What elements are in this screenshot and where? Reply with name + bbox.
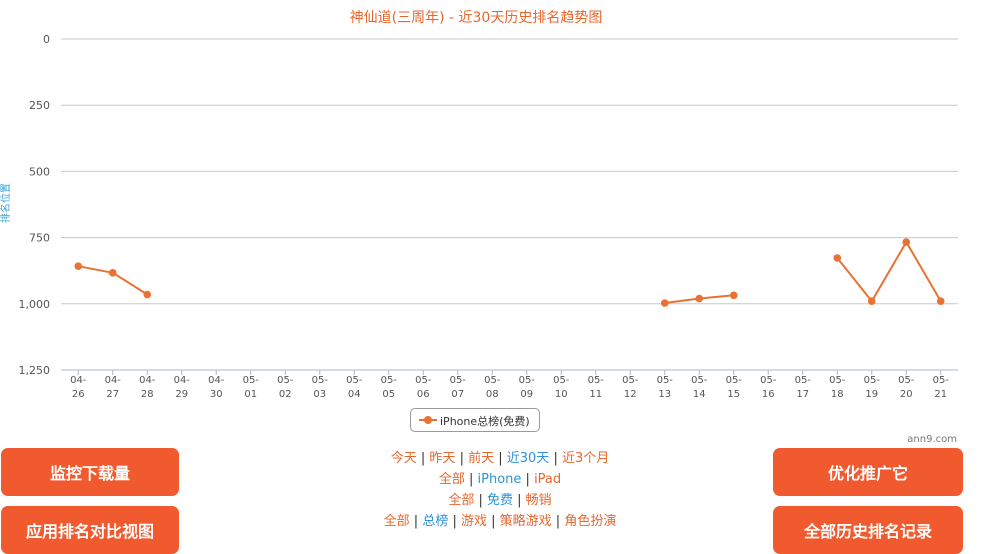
data-point[interactable]	[833, 254, 842, 262]
data-point[interactable]	[108, 269, 117, 277]
x-tick-label: 05-16	[760, 375, 777, 400]
link-separator: |	[474, 493, 487, 508]
category-link[interactable]: 全部	[383, 514, 410, 529]
legend-series-marker	[419, 416, 437, 424]
time-range-link[interactable]: 近30天	[506, 451, 550, 466]
x-tick-label: 05-05	[381, 375, 398, 400]
device-link[interactable]: 全部	[438, 472, 465, 487]
data-point[interactable]	[695, 294, 704, 303]
x-tick-label: 04-27	[105, 375, 122, 400]
x-tick-label: 04-29	[174, 375, 191, 400]
x-tick-label: 05-15	[726, 375, 743, 400]
link-separator: |	[521, 472, 535, 487]
link-separator: |	[549, 451, 562, 466]
x-tick-label: 05-12	[622, 375, 639, 400]
x-axis-ticks: 04-26 04-27 04-28 04-29 04-30 05-01 05-02 05-03…	[70, 370, 949, 400]
price-type-links: 全部 | 免费 | 畅销	[300, 490, 700, 511]
data-point[interactable]	[660, 299, 669, 307]
x-tick-label: 05-21	[933, 375, 950, 400]
chart-grid	[61, 38, 958, 371]
data-point[interactable]	[936, 297, 945, 305]
x-tick-label: 05-14	[691, 375, 708, 400]
x-tick-label: 05-20	[898, 375, 915, 400]
x-tick-label: 05-08	[484, 375, 501, 400]
time-range-link[interactable]: 今天	[390, 451, 417, 466]
ranking-trend-chart: 神仙道(三周年) - 近30天历史排名趋势图 0 250 500 750 1,000 1,…	[0, 10, 958, 445]
device-link[interactable]: iPhone	[477, 472, 522, 487]
x-tick-label: 05-04	[346, 375, 363, 400]
category-link[interactable]: 角色扮演	[564, 514, 617, 529]
link-separator: |	[487, 514, 500, 529]
legend-series-label: iPhone总榜(免费)	[440, 415, 530, 428]
x-tick-label: 05-03	[312, 375, 329, 400]
x-tick-label: 05-11	[588, 375, 605, 400]
x-tick-label: 05-07	[450, 375, 467, 400]
y-axis-ticks: 0 250 500 750 1,000 1,250	[19, 33, 51, 377]
chart-credit[interactable]: ann9.com	[907, 434, 957, 445]
category-links: 全部 | 总榜 | 游戏 | 策略游戏 | 角色扮演	[300, 511, 700, 532]
optimize-promote-button[interactable]: 优化推广它	[773, 448, 963, 496]
y-tick-label: 250	[29, 99, 50, 112]
rank-compare-view-button[interactable]: 应用排名对比视图	[1, 506, 179, 554]
x-tick-label: 05-19	[864, 375, 881, 400]
link-separator: |	[513, 493, 526, 508]
x-tick-label: 05-09	[519, 375, 536, 400]
link-separator: |	[551, 514, 565, 529]
x-tick-label: 05-06	[415, 375, 432, 400]
y-tick-label: 0	[43, 33, 50, 46]
data-point[interactable]	[74, 262, 83, 270]
device-links: 全部 | iPhone | iPad	[300, 469, 700, 490]
y-tick-label: 750	[29, 232, 50, 245]
y-axis-label: 排名位置	[0, 183, 12, 223]
category-link[interactable]: 策略游戏	[499, 514, 552, 529]
series-lines	[78, 241, 942, 304]
data-point[interactable]	[729, 291, 738, 300]
category-link[interactable]: 游戏	[460, 514, 487, 529]
series-line-segment	[836, 241, 942, 303]
all-rank-history-button[interactable]: 全部历史排名记录	[773, 506, 963, 554]
monitor-downloads-button[interactable]: 监控下载量	[1, 448, 179, 496]
filter-links: 今天 | 昨天 | 前天 | 近30天 | 近3个月 全部 | iPhone |…	[300, 448, 700, 532]
x-tick-label: 05-01	[243, 375, 260, 400]
link-separator: |	[494, 451, 507, 466]
chart-title: 神仙道(三周年) - 近30天历史排名趋势图	[350, 10, 603, 26]
link-separator: |	[448, 514, 461, 529]
price-type-link[interactable]: 畅销	[525, 493, 552, 508]
y-tick-label: 500	[29, 165, 50, 178]
price-type-link[interactable]: 免费	[486, 493, 513, 508]
device-link[interactable]: iPad	[534, 472, 562, 487]
link-separator: |	[416, 451, 430, 466]
y-tick-label: 1,250	[19, 364, 51, 377]
link-separator: |	[409, 514, 423, 529]
x-tick-label: 05-13	[657, 375, 674, 400]
x-tick-label: 04-30	[208, 375, 225, 400]
chart-legend[interactable]: iPhone总榜(免费)	[410, 408, 540, 432]
time-range-link[interactable]: 近3个月	[561, 451, 610, 466]
time-range-link[interactable]: 前天	[468, 451, 495, 466]
data-point[interactable]	[143, 290, 152, 299]
x-tick-label: 04-28	[139, 375, 156, 400]
x-tick-label: 05-17	[795, 375, 812, 400]
data-point[interactable]	[867, 297, 876, 305]
time-range-link[interactable]: 昨天	[429, 451, 456, 466]
time-range-links: 今天 | 昨天 | 前天 | 近30天 | 近3个月	[300, 448, 700, 469]
price-type-link[interactable]: 全部	[448, 493, 475, 508]
x-tick-label: 05-10	[553, 375, 570, 400]
x-tick-label: 05-18	[829, 375, 846, 400]
y-tick-label: 1,000	[19, 298, 51, 311]
link-separator: |	[455, 451, 469, 466]
link-separator: |	[464, 472, 478, 487]
category-link[interactable]: 总榜	[422, 514, 449, 529]
series-points	[74, 238, 945, 307]
x-tick-label: 04-26	[70, 375, 87, 400]
x-tick-label: 05-02	[277, 375, 294, 400]
data-point[interactable]	[902, 238, 911, 246]
